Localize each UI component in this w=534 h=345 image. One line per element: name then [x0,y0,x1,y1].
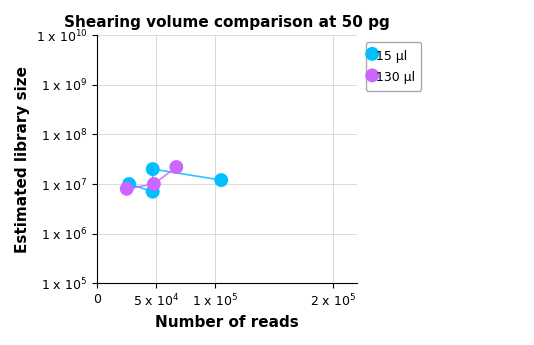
15 µl [148,189,157,195]
130 µl [122,186,131,191]
15 µl [148,166,157,172]
Title: Shearing volume comparison at 50 pg: Shearing volume comparison at 50 pg [64,15,390,30]
Y-axis label: Estimated library size: Estimated library size [15,66,30,253]
130 µl [150,181,158,187]
15 µl [125,181,134,187]
15 µl [217,177,225,183]
130 µl [172,164,180,170]
X-axis label: Number of reads: Number of reads [155,315,299,330]
Legend: 15 µl, 130 µl: 15 µl, 130 µl [366,42,421,91]
